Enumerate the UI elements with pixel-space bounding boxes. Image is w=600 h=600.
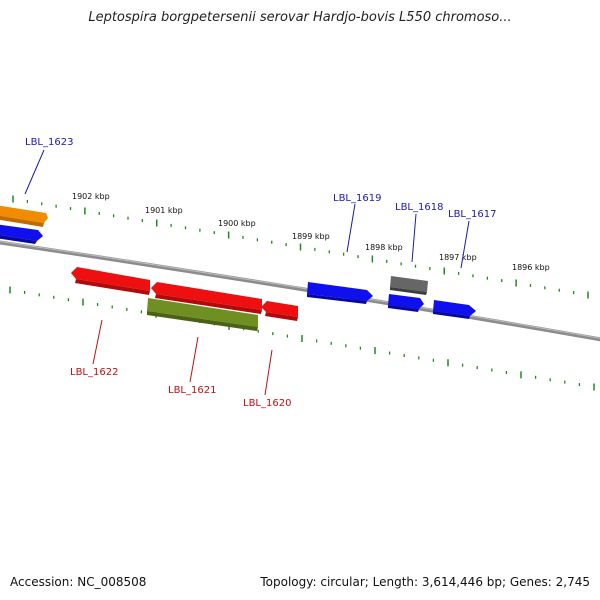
tick-track-lower [9,286,595,391]
gene-lbl-1622[interactable] [71,267,150,295]
gene-lbl-1618-adjacent[interactable] [388,294,424,312]
gene-lbl-1617[interactable] [433,300,476,319]
gene-label-lbl-1619[interactable]: LBL_1619 [333,193,381,204]
kbp-label: 1902 kbp [72,192,110,201]
gene-label-lbl-1621[interactable]: LBL_1621 [168,385,216,396]
leader-line [189,336,199,383]
gene-lbl-1620[interactable] [261,301,298,321]
gene-unlabeled-forward[interactable] [0,224,43,244]
accession-text: Accession: NC_008508 [10,575,147,589]
leader-line [24,149,45,195]
gene-unlabeled-reverse[interactable] [151,282,262,314]
kbp-label: 1900 kbp [218,219,256,228]
kbp-label: 1897 kbp [439,253,477,262]
gene-label-lbl-1623[interactable]: LBL_1623 [25,137,73,148]
leader-line [92,319,103,365]
gene-label-lbl-1620[interactable]: LBL_1620 [243,398,291,409]
topology-summary: Topology: circular; Length: 3,614,446 bp… [260,575,590,589]
gene-lbl-1618[interactable] [390,276,428,295]
kbp-label: 1901 kbp [145,206,183,215]
leader-line [264,349,273,396]
leader-line [460,220,470,269]
map-title: Leptospira borgpetersenii serovar Hardjo… [88,10,512,25]
gene-lbl-1623[interactable] [0,205,48,227]
leader-line [346,203,356,253]
leader-line [411,213,417,263]
gene-label-lbl-1622[interactable]: LBL_1622 [70,367,118,378]
kbp-label: 1899 kbp [292,232,330,241]
kbp-label: 1896 kbp [512,263,550,272]
gene-lbl-1619[interactable] [307,282,373,304]
chromosome-backbone [0,240,600,342]
kbp-label: 1898 kbp [365,243,403,252]
gene-label-lbl-1618[interactable]: LBL_1618 [395,202,443,213]
gene-lbl-1621[interactable] [147,298,258,331]
tick-track-upper [12,195,589,299]
gene-label-lbl-1617[interactable]: LBL_1617 [448,209,496,220]
